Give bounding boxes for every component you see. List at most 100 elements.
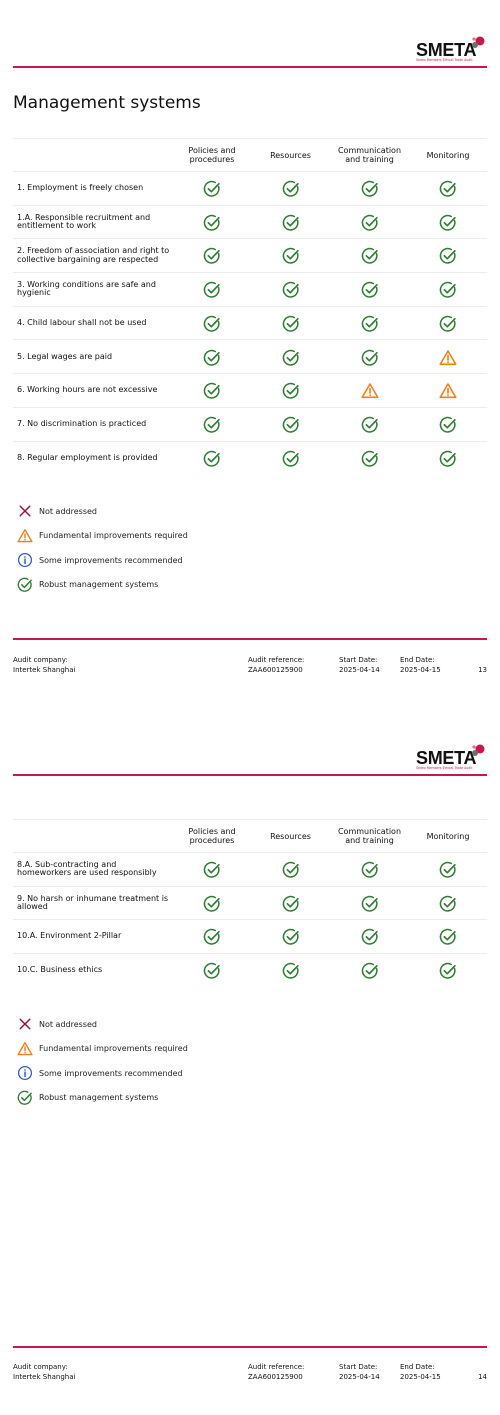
check-icon [439,927,457,946]
status-cell-policies [173,373,251,408]
col-header-policies: Policies and procedures [173,819,251,853]
status-cell-communication [330,373,409,408]
row-label-header [13,819,173,853]
status-cell-communication [330,953,409,988]
col-header-monitoring: Monitoring [409,819,487,853]
start-date-value: 2025-04-14 [339,1373,380,1381]
status-cell-policies [173,852,251,887]
management-systems-table: Policies and procedures Resources Commun… [13,138,487,475]
check-icon [439,961,457,980]
check-icon [203,347,221,366]
legend-label: Some improvements recommended [39,1068,183,1078]
check-icon [203,893,221,912]
audit-company-label: Audit company: [13,656,68,664]
check-icon [203,179,221,198]
status-cell-policies [173,272,251,307]
status-cell-monitoring [409,885,487,920]
check-icon [203,212,221,231]
status-cell-monitoring [409,406,487,441]
requirement-label: 8. Regular employment is provided [13,440,173,475]
check-icon [282,246,300,265]
status-cell-resources [251,339,330,374]
legend-label: Robust management systems [39,1093,159,1103]
table-row: 1.A. Responsible recruitment and entitle… [13,204,487,239]
table-header-row: Policies and procedures Resources Commun… [13,138,487,172]
start-date-value: 2025-04-14 [339,666,380,674]
status-cell-policies [173,885,251,920]
table-row: 5. Legal wages are paid [13,339,487,374]
check-icon [361,313,379,332]
check-icon [282,448,300,467]
status-cell-policies [173,953,251,988]
requirement-label: 9. No harsh or inhumane treatment is all… [13,885,173,920]
legend-item: Fundamental improvements required [17,1037,188,1062]
page-title: Management systems [13,93,201,113]
warning-icon [439,381,457,400]
audit-reference-value: ZAA600125900 [248,1373,303,1381]
check-icon [439,280,457,299]
legend-item: Robust management systems [17,1086,188,1111]
status-cell-policies [173,440,251,475]
management-systems-table: Policies and procedures Resources Commun… [13,819,487,988]
status-cell-monitoring [409,204,487,239]
status-cell-resources [251,171,330,206]
col-header-communication: Communication and training [330,138,409,172]
status-cell-communication [330,919,409,954]
check-icon [282,313,300,332]
info-icon [17,552,39,568]
check-icon [203,961,221,980]
legend-item: Some improvements recommended [17,548,188,573]
check-icon [282,893,300,912]
status-cell-resources [251,406,330,441]
audit-reference-label: Audit reference: [248,1363,305,1371]
status-cell-communication [330,204,409,239]
legend-label: Robust management systems [39,580,159,590]
table-row: 10.A. Environment 2-Pillar [13,919,487,954]
status-cell-communication [330,885,409,920]
legend-item: Some improvements recommended [17,1061,188,1086]
legend-item: Robust management systems [17,573,188,598]
status-cell-communication [330,852,409,887]
check-icon [361,893,379,912]
check-icon [203,246,221,265]
table-body: 1. Employment is freely chosen 1.A. Respo… [13,171,487,475]
row-label-header [13,138,173,172]
legend-label: Some improvements recommended [39,555,183,565]
status-cell-monitoring [409,919,487,954]
status-cell-resources [251,373,330,408]
check-icon [439,313,457,332]
check-icon [361,212,379,231]
end-date-label: End Date: [400,1363,435,1371]
check-icon [282,280,300,299]
table-row: 7. No discrimination is practiced [13,406,487,441]
status-cell-communication [330,272,409,307]
legend-label: Not addressed [39,506,97,516]
cross-icon [17,503,39,519]
legend: Not addressed Fundamental improvements re… [17,1012,188,1110]
status-cell-monitoring [409,852,487,887]
check-icon [203,381,221,400]
table-row: 6. Working hours are not excessive [13,373,487,408]
status-cell-resources [251,953,330,988]
status-cell-policies [173,171,251,206]
warning-icon [17,528,39,544]
check-icon [439,860,457,879]
check-icon [361,246,379,265]
requirement-label: 1. Employment is freely chosen [13,171,173,206]
check-icon [203,414,221,433]
check-icon [17,577,39,593]
smeta-logo: SMETA Sedex Members Ethical Trade Audit [416,744,486,772]
requirement-label: 5. Legal wages are paid [13,339,173,374]
table-row: 1. Employment is freely chosen [13,171,487,206]
end-date-label: End Date: [400,656,435,664]
warning-icon [439,347,457,366]
status-cell-monitoring [409,238,487,273]
legend-item: Fundamental improvements required [17,524,188,549]
check-icon [361,448,379,467]
status-cell-monitoring [409,305,487,340]
requirement-label: 8.A. Sub-contracting and homeworkers are… [13,852,173,887]
status-cell-resources [251,852,330,887]
status-cell-communication [330,440,409,475]
audit-reference-value: ZAA600125900 [248,666,303,674]
status-cell-communication [330,305,409,340]
